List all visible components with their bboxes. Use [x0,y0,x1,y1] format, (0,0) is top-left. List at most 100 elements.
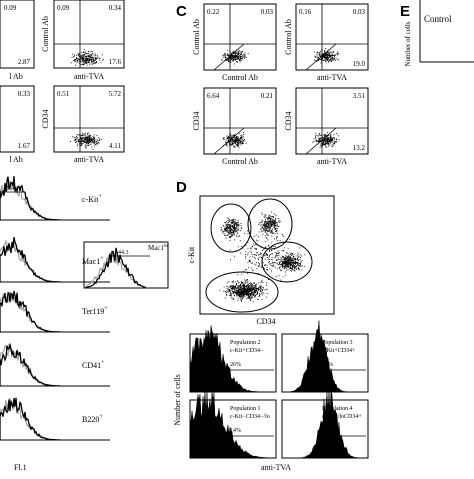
event-dot [236,293,238,295]
event-dot [279,220,281,222]
event-dot [332,60,334,62]
event-dot [248,288,250,290]
event-dot [240,135,242,137]
event-dot [95,144,96,145]
event-dot [93,61,95,62]
event-dot [234,140,236,142]
event-dot [90,54,92,55]
event-dot [282,265,283,267]
event-dot [234,227,236,229]
event-dot [285,266,287,267]
event-dot [279,262,281,264]
event-dot [230,134,231,136]
event-dot [231,52,233,53]
event-dot [82,55,84,57]
event-dot [232,287,234,289]
event-dot [84,60,86,62]
event-dot [268,222,270,224]
event-dot [245,286,247,288]
event-dot [292,259,294,261]
event-dot [273,222,275,224]
event-dot [266,254,268,255]
event-dot [241,283,243,284]
event-dot [223,230,225,232]
event-dot [261,230,263,232]
event-dot [232,219,233,221]
event-dot [77,136,79,138]
event-dot [292,262,294,264]
event-dot [231,56,233,58]
event-dot [90,137,92,139]
event-dot [283,258,285,260]
event-dot [327,51,329,53]
event-dot [233,228,234,229]
event-dot [322,57,324,58]
event-dot [334,143,335,145]
event-dot [268,229,270,231]
event-dot [243,293,245,295]
event-dot [324,52,326,54]
event-dot [224,54,225,56]
event-dot [92,139,94,140]
event-dot [228,230,230,232]
event-dot [243,287,245,289]
event-dot [84,140,86,142]
event-dot [237,280,239,282]
population-label: Population 3 [322,340,353,346]
event-dot [231,139,233,141]
event-dot [324,141,326,143]
event-dot [234,145,236,147]
event-dot [231,226,233,228]
event-dot [93,142,95,144]
event-dot [237,140,238,142]
event-dot [236,54,238,56]
event-dot [254,290,255,291]
event-dot [222,224,224,226]
gate-2 [210,203,252,253]
event-dot [243,143,245,145]
event-dot [85,61,87,63]
event-dot [87,59,89,61]
event-dot [236,223,238,225]
event-dot [226,143,228,145]
event-dot [318,141,320,142]
event-dot [226,226,228,228]
event-dot [240,58,242,59]
event-dot [255,244,257,246]
event-dot [279,266,281,268]
event-dot [234,51,236,53]
event-dot [269,226,271,228]
event-dot [222,231,224,233]
event-dot [238,294,240,296]
event-dot [234,137,236,139]
event-dot [326,53,328,55]
event-dot [228,137,229,139]
event-dot [245,254,246,255]
event-dot [263,293,265,295]
event-dot [244,286,246,288]
event-dot [284,267,286,269]
event-dot [236,61,238,63]
event-dot [247,252,249,254]
event-dot [244,296,246,298]
event-dot [233,141,235,142]
event-dot [248,287,250,289]
event-dot [281,265,283,267]
event-dot [238,133,240,135]
event-dot [262,290,263,291]
event-dot [240,287,242,289]
event-dot [247,279,248,281]
event-dot [271,257,273,258]
event-dot [248,296,250,297]
event-dot [326,57,328,59]
event-dot [233,280,234,282]
event-dot [289,252,291,254]
event-dot [229,249,231,251]
event-dot [82,58,84,59]
event-dot [79,143,81,145]
event-dot [243,55,245,57]
event-dot [89,59,90,61]
event-dot [298,259,300,261]
event-dot [229,221,230,223]
event-dot [244,294,246,296]
